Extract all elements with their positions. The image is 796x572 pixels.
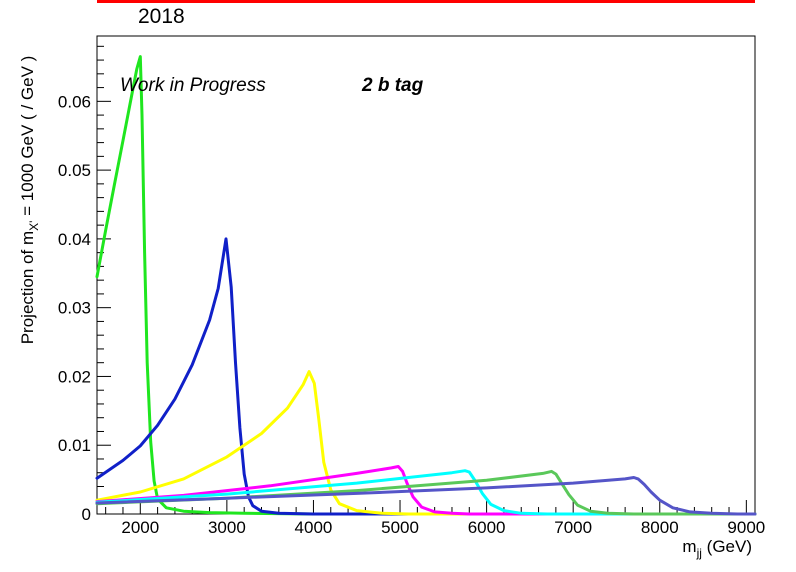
year-label: 2018: [138, 5, 185, 28]
y-axis-title-post: = 1000 GeV ( / GeV ): [18, 56, 37, 221]
x-tick-label: 4000: [295, 518, 333, 537]
y-tick-label: 0.02: [58, 367, 91, 386]
x-tick-label: 8000: [641, 518, 679, 537]
series-line-2: [95, 237, 757, 516]
y-tick-label: 0.06: [58, 92, 91, 111]
series-line-3: [95, 370, 757, 516]
annotation-work-in-progress: Work in Progress: [120, 75, 266, 96]
x-axis-tick-labels: 2000 3000 4000 5000 6000 7000 8000 9000: [121, 518, 765, 537]
y-axis-title-pre: Projection of m: [18, 231, 37, 344]
series-line-1: [95, 55, 757, 516]
x-tick-label: 9000: [727, 518, 765, 537]
y-tick-label: 0.01: [58, 436, 91, 455]
x-tick-label: 6000: [468, 518, 506, 537]
y-tick-label: 0.05: [58, 161, 91, 180]
y-axis-title-sub: X': [27, 221, 41, 231]
series-lines: [95, 55, 757, 516]
x-tick-label: 7000: [554, 518, 592, 537]
x-axis-title-rest: (GeV): [702, 537, 752, 556]
y-tick-label: 0.03: [58, 299, 91, 318]
plot-frame: [96, 35, 756, 515]
x-tick-label: 5000: [381, 518, 419, 537]
y-axis-ticks: [97, 45, 111, 515]
y-tick-label: 0: [82, 505, 91, 524]
y-axis-title: Projection of mX' = 1000 GeV ( / GeV ): [18, 56, 41, 345]
x-axis-title-base: m: [682, 537, 696, 556]
y-axis-tick-labels: 0 0.01 0.02 0.03 0.04 0.05 0.06: [58, 92, 91, 524]
x-axis-title: mjj (GeV): [682, 537, 752, 560]
x-tick-label: 3000: [208, 518, 246, 537]
x-tick-label: 2000: [121, 518, 159, 537]
x-axis-title-sub: jj: [696, 546, 702, 560]
header-red-bar: [97, 0, 755, 3]
series-line-7: [95, 476, 757, 516]
y-tick-label: 0.04: [58, 230, 91, 249]
annotation-b-tag: 2 b tag: [361, 75, 424, 96]
series-line-6: [95, 469, 757, 516]
